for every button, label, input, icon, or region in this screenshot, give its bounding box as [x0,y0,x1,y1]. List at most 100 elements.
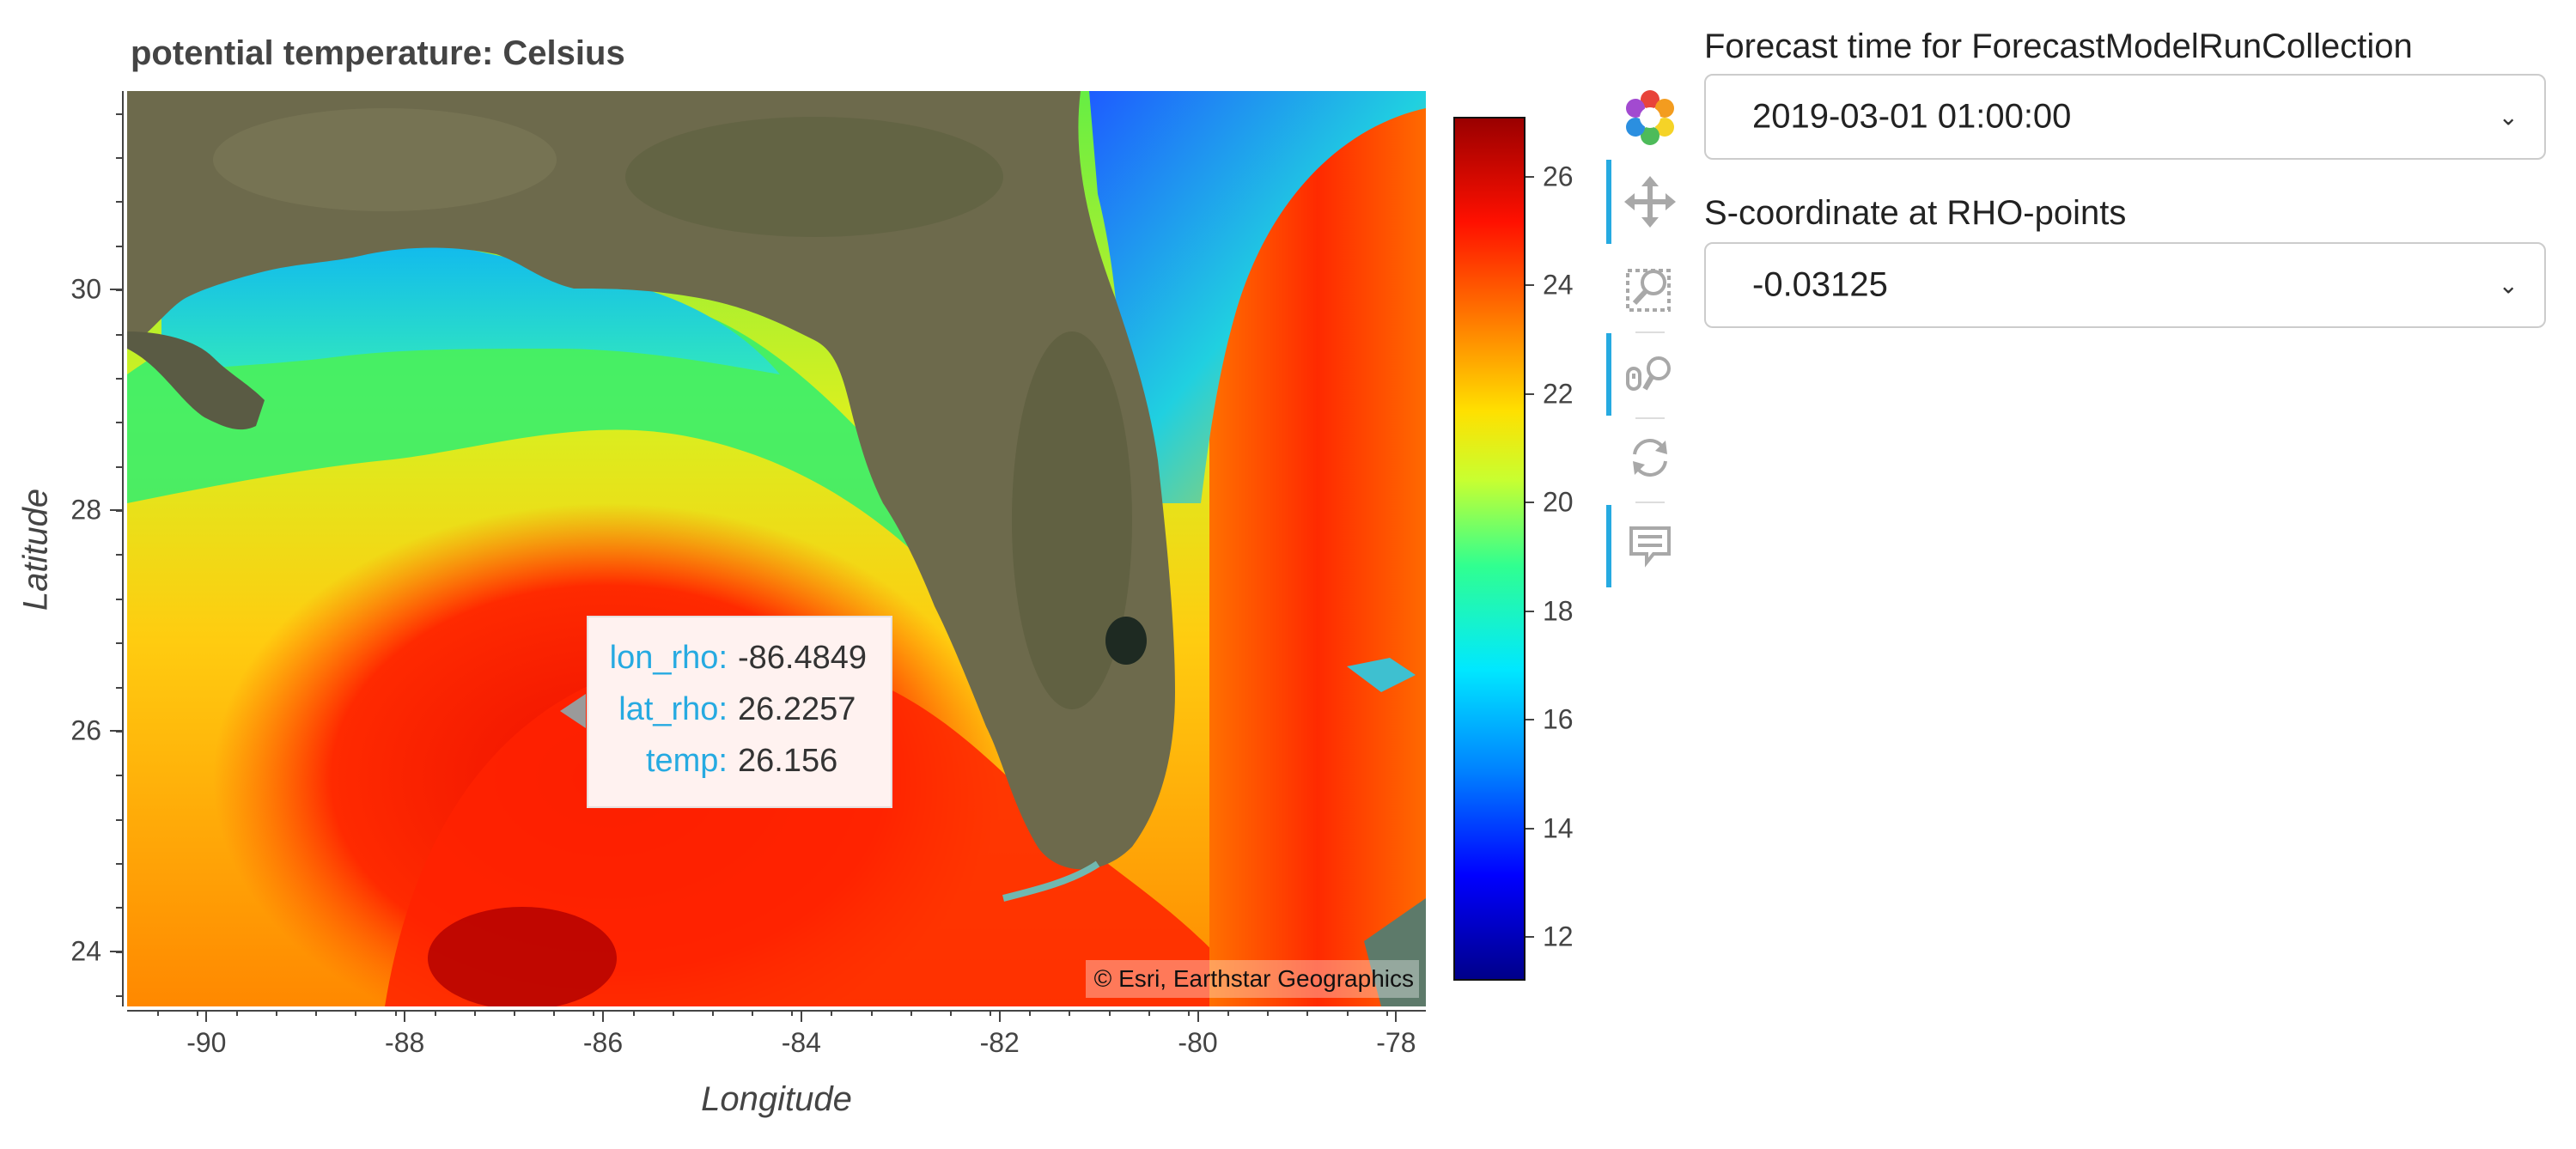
y-minor-tick [116,775,122,777]
toolbar-separator [1635,331,1665,333]
pan-tool-active-marker [1606,160,1611,244]
x-tick-label: -90 [186,1027,227,1058]
colorbar-tick [1526,175,1534,178]
x-minor-tick [632,1010,635,1016]
land-texture [213,108,557,211]
temperature-map[interactable] [127,91,1426,1006]
x-minor-tick [1306,1010,1309,1016]
x-tick [998,1010,1001,1022]
cold-shelf [161,237,780,374]
y-minor-tick [116,818,122,821]
y-minor-tick [116,686,122,689]
forecast-time-label: Forecast time for ForecastModelRunCollec… [1704,27,2413,65]
y-minor-tick [116,422,122,424]
y-minor-tick [116,245,122,247]
map-canvas[interactable]: © Esri, Earthstar Geographics [127,91,1426,1006]
s-coordinate-value: -0.03125 [1752,265,1888,304]
wheel-zoom-tool-active-marker [1606,333,1611,416]
x-tick-label: -82 [979,1027,1020,1058]
x-minor-tick [196,1010,198,1016]
s-coordinate-select[interactable]: -0.03125 ⌄ [1704,242,2546,328]
s-coordinate-label: S-coordinate at RHO-points [1704,194,2127,232]
x-tick-label: -78 [1376,1027,1416,1058]
x-minor-tick [910,1010,912,1016]
map-attribution[interactable]: © Esri, Earthstar Geographics [1085,960,1419,998]
box-zoom-icon[interactable] [1615,252,1685,323]
mississippi-delta [127,331,265,430]
x-minor-tick [593,1010,595,1016]
toolbar-separator [1635,417,1665,419]
y-minor-tick [116,554,122,556]
tooltip-value-lat: 26.2257 [738,691,856,727]
x-axis-line [127,1010,1426,1012]
x-minor-tick [1385,1010,1388,1016]
x-minor-tick [1069,1010,1071,1016]
x-minor-tick [831,1010,833,1016]
x-minor-tick [949,1010,952,1016]
colorbar-tick-label: 26 [1543,161,1574,192]
x-minor-tick [1267,1010,1270,1016]
x-minor-tick [1187,1010,1190,1016]
x-minor-tick [791,1010,794,1016]
y-minor-tick [116,157,122,160]
x-minor-tick [870,1010,873,1016]
y-tick-label: 30 [70,273,101,305]
x-minor-tick [355,1010,357,1016]
x-tick-label: -88 [385,1027,425,1058]
pan-icon[interactable] [1615,167,1685,237]
y-minor-tick [116,951,122,953]
x-minor-tick [1029,1010,1032,1016]
wheel-zoom-icon[interactable] [1615,340,1685,410]
land-texture [1012,331,1132,709]
y-minor-tick [116,465,122,468]
y-minor-tick [116,333,122,336]
x-tick [800,1010,802,1022]
x-minor-tick [434,1010,436,1016]
y-minor-tick [116,995,122,998]
x-minor-tick [1108,1010,1111,1016]
y-axis-label: Latitude [16,488,55,611]
plot-title: potential temperature: Celsius [131,34,625,72]
forecast-time-select[interactable]: 2019-03-01 01:00:00 ⌄ [1704,74,2546,160]
lake-okeechobee [1105,617,1147,665]
chevron-down-icon: ⌄ [2498,103,2518,131]
y-tick-label: 24 [70,935,101,967]
colorbar-tick-label: 16 [1543,703,1574,735]
tooltip-value-temp: 26.156 [738,743,838,779]
x-minor-tick [752,1010,754,1016]
x-minor-tick [1227,1010,1230,1016]
bokeh-logo-icon[interactable] [1615,82,1685,153]
x-tick-label: -86 [582,1027,624,1058]
y-minor-tick [116,598,122,600]
tooltip-value-lon: -86.4849 [738,640,868,676]
colorbar-tick [1526,610,1534,612]
x-minor-tick [990,1010,992,1016]
colorbar-tick-label: 18 [1543,595,1574,627]
tooltip-key-lon: lon_rho: [609,640,728,676]
y-minor-tick [116,112,122,115]
x-minor-tick [394,1010,397,1016]
x-tick [1197,1010,1199,1022]
colorbar [1453,117,1526,981]
x-tick-label: -80 [1178,1027,1218,1058]
y-minor-tick [116,510,122,513]
y-minor-tick [116,289,122,292]
x-minor-tick [1346,1010,1349,1016]
colorbar-tick [1526,284,1534,287]
colorbar-tick-label: 24 [1543,269,1574,301]
chevron-down-icon: ⌄ [2498,271,2518,299]
reset-icon[interactable] [1615,423,1685,493]
hover-tool-active-marker [1606,505,1611,587]
y-tick-label: 28 [70,494,101,526]
x-minor-tick [315,1010,318,1016]
y-axis-line [122,91,124,1006]
land-texture [625,117,1003,237]
x-minor-tick [553,1010,556,1016]
colorbar-tick [1526,719,1534,721]
tooltip-key-temp: temp: [645,743,728,779]
hover-icon[interactable] [1615,510,1685,581]
y-minor-tick [116,907,122,909]
forecast-time-value: 2019-03-01 01:00:00 [1752,97,2072,136]
x-tick [1395,1010,1398,1022]
x-minor-tick [672,1010,674,1016]
